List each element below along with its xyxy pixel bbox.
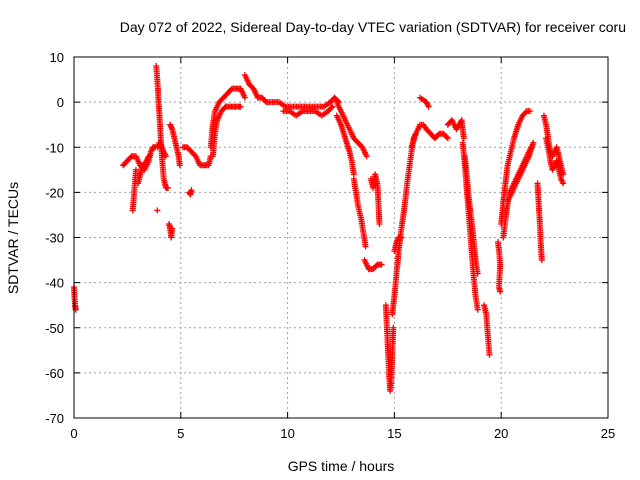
data-point: [329, 103, 336, 110]
series-arc-08: [166, 220, 176, 241]
data-point: [162, 153, 169, 160]
series-arc-19: [367, 171, 383, 227]
series-arc-04: [153, 63, 171, 191]
data-point: [522, 109, 529, 116]
series-arc-10: [186, 187, 195, 198]
data-point: [362, 243, 369, 250]
x-tick-label: 0: [70, 426, 77, 441]
x-tick-label: 15: [387, 426, 401, 441]
data-point: [241, 94, 248, 101]
data-point: [474, 270, 481, 277]
y-tick-label: -40: [45, 276, 64, 291]
y-tick-label: -70: [45, 411, 64, 426]
series-arc-25: [444, 117, 467, 142]
data-point: [474, 306, 481, 313]
series-arc-15: [333, 99, 370, 160]
data-point: [262, 97, 269, 104]
y-tick-label: -20: [45, 185, 64, 200]
series-arc-32: [504, 139, 537, 205]
data-point: [376, 220, 383, 227]
x-tick-label: 20: [494, 426, 508, 441]
data-point: [145, 153, 152, 160]
series-arc-16: [333, 112, 357, 178]
data-point: [538, 257, 545, 264]
chart-title: Day 072 of 2022, Sidereal Day-to-day VTE…: [120, 19, 626, 35]
series-arc-11: [207, 85, 248, 151]
data-point: [237, 103, 244, 110]
data-point: [164, 184, 171, 191]
data-point: [328, 104, 335, 111]
data-point: [397, 234, 404, 241]
data-point: [169, 225, 176, 232]
series-arc-17: [350, 175, 369, 250]
data-point: [154, 207, 161, 214]
y-tick-label: -60: [45, 366, 64, 381]
series-arc-30: [498, 108, 534, 227]
series-arc-13: [241, 72, 342, 110]
series-arc-06: [154, 207, 161, 214]
y-tick-label: -10: [45, 140, 64, 155]
series-arc-14: [280, 103, 336, 119]
axis-ticks: 0 5 10 15 20 25 10 0 -10 -20 -30 -40 -50 -60 -70: [45, 50, 615, 441]
series-arc-33: [534, 180, 545, 264]
series-arc-07: [167, 121, 183, 169]
series-arc-24: [417, 94, 432, 110]
data-point: [176, 162, 183, 169]
x-tick-label: 25: [601, 426, 615, 441]
y-tick-label: 10: [50, 50, 64, 65]
series-arc-12: [209, 103, 244, 160]
series-arc-03: [135, 153, 152, 187]
series-arc-22: [391, 234, 404, 255]
data-point: [390, 324, 397, 331]
series-arc-20: [382, 302, 397, 394]
series-arc-05: [154, 139, 169, 160]
series-arc-34: [540, 112, 567, 178]
plot-frame: [73, 56, 609, 419]
x-tick-label: 5: [177, 426, 184, 441]
data-point: [188, 187, 195, 194]
data-point: [132, 166, 139, 173]
data-point: [443, 134, 450, 141]
x-tick-label: 10: [280, 426, 294, 441]
data-point: [530, 139, 537, 146]
data-points: [71, 63, 567, 394]
data-point: [460, 135, 467, 142]
y-axis-label: SDTVAR / TECUs: [5, 182, 21, 294]
data-point: [444, 135, 451, 142]
series-arc-18: [361, 257, 385, 273]
data-point: [527, 108, 534, 115]
series-arc-21: [389, 130, 419, 318]
data-point: [486, 351, 493, 358]
y-tick-label: -50: [45, 321, 64, 336]
series-arc-02: [129, 166, 139, 214]
data-point: [363, 153, 370, 160]
y-tick-label: -30: [45, 231, 64, 246]
x-axis-label: GPS time / hours: [288, 458, 395, 474]
data-point: [378, 261, 385, 268]
data-point: [497, 288, 504, 295]
series-arc-00: [71, 284, 79, 313]
series-arc-28: [481, 302, 493, 358]
series-arc-35: [543, 135, 567, 187]
series-arc-29: [494, 239, 504, 295]
series-arc-27: [461, 153, 481, 277]
data-point: [425, 103, 432, 110]
data-point: [560, 180, 567, 187]
series-arc-23: [408, 121, 451, 151]
y-tick-label: 0: [57, 95, 64, 110]
